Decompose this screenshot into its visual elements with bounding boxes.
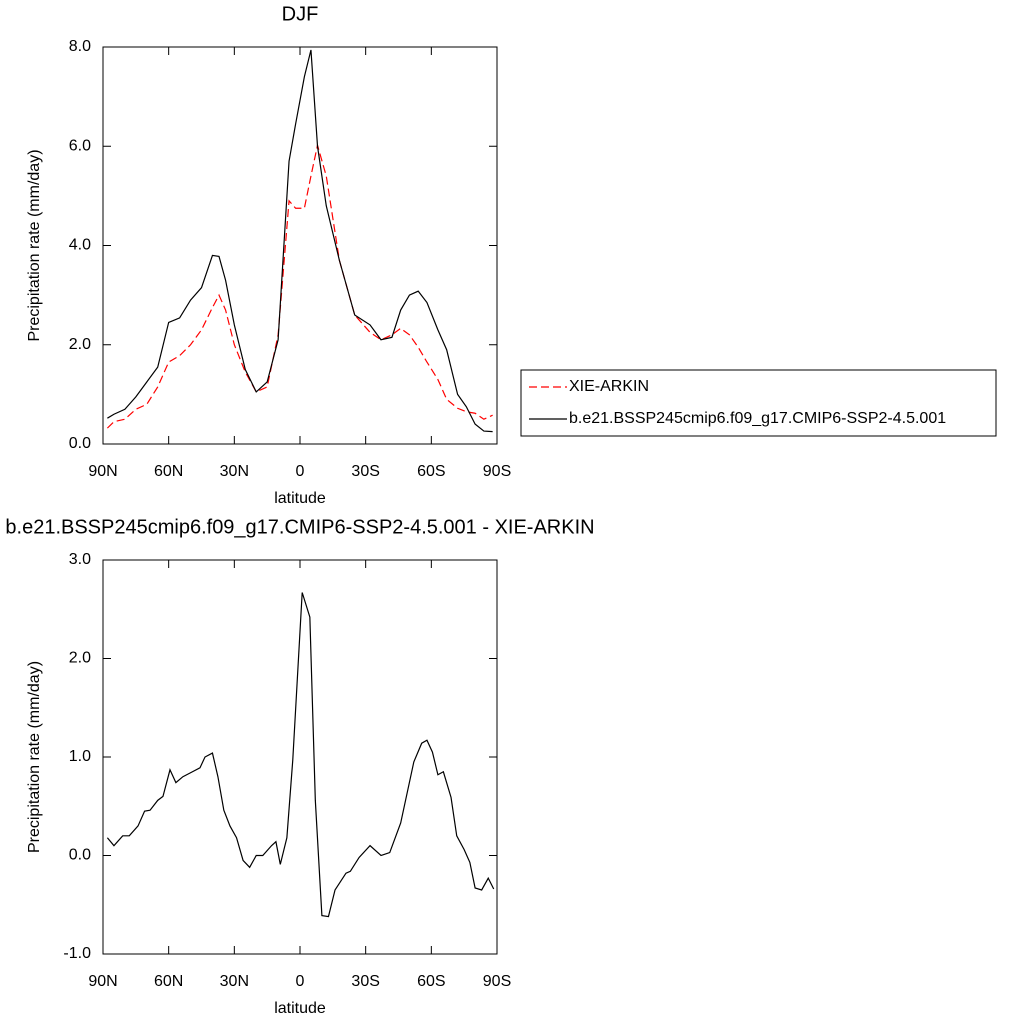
- x-tick-label: 0: [296, 463, 305, 480]
- x-tick-label: 90N: [88, 973, 117, 990]
- x-tick-label: 30S: [351, 973, 379, 990]
- x-tick-label: 90S: [483, 973, 511, 990]
- y-tick-label: 0.0: [69, 435, 91, 452]
- y-tick-label: 0.0: [69, 847, 91, 864]
- x-axis-label: latitude: [274, 1000, 326, 1017]
- x-tick-label: 60N: [154, 973, 183, 990]
- x-tick-label: 60S: [417, 973, 445, 990]
- data-line: [106, 145, 493, 429]
- y-tick-label: 8.0: [69, 38, 91, 55]
- legend-box: [520, 369, 997, 437]
- chart-title: b.e21.BSSP245cmip6.f09_g17.CMIP6-SSP2-4.…: [5, 516, 594, 538]
- x-tick-label: 90S: [483, 463, 511, 480]
- y-tick-label: 2.0: [69, 650, 91, 667]
- x-tick-label: 0: [296, 973, 305, 990]
- data-line: [106, 592, 495, 918]
- x-axis-label: latitude: [274, 490, 326, 507]
- x-tick-label: 30N: [220, 463, 249, 480]
- y-axis-label: Precipitation rate (mm/day): [26, 149, 43, 341]
- y-tick-label: 4.0: [69, 237, 91, 254]
- y-axis-label: Precipitation rate (mm/day): [26, 661, 43, 853]
- y-tick-label: 6.0: [69, 137, 91, 154]
- legend-label: XIE-ARKIN: [569, 378, 649, 395]
- x-tick-label: 60N: [154, 463, 183, 480]
- x-tick-label: 60S: [417, 463, 445, 480]
- plot-frame: [102, 559, 498, 955]
- chart-title: DJF: [282, 3, 319, 25]
- plot-frame: [102, 46, 498, 445]
- x-tick-label: 30N: [220, 973, 249, 990]
- x-tick-label: 30S: [351, 463, 379, 480]
- y-tick-label: 2.0: [69, 336, 91, 353]
- legend-label: b.e21.BSSP245cmip6.f09_g17.CMIP6-SSP2-4.…: [569, 410, 946, 427]
- data-line: [107, 49, 493, 433]
- y-tick-label: 1.0: [69, 748, 91, 765]
- y-tick-label: 3.0: [69, 551, 91, 568]
- y-tick-label: -1.0: [63, 945, 91, 962]
- x-tick-label: 90N: [88, 463, 117, 480]
